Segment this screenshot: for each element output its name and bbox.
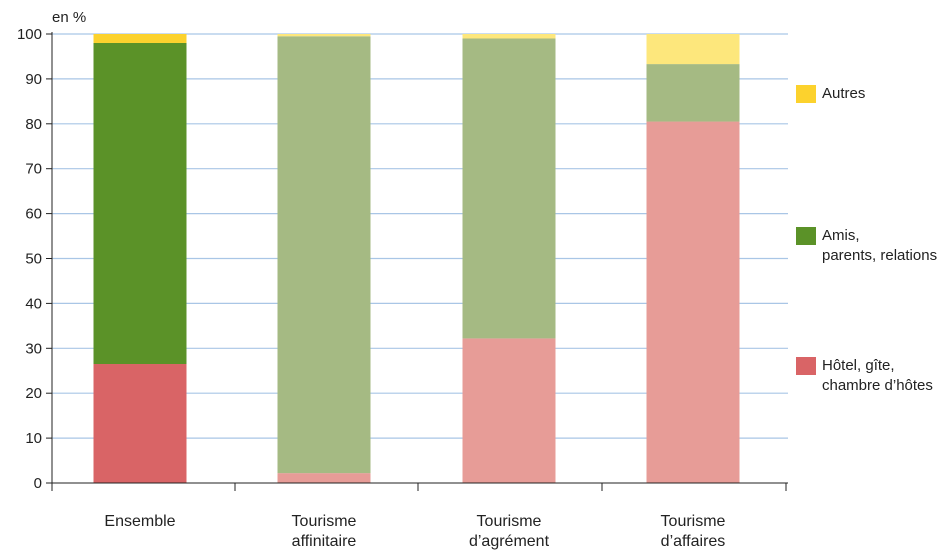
bar-segment (462, 38, 556, 339)
category-label-line: Tourisme (292, 513, 357, 530)
category-label: Tourisme affinitaire (292, 513, 357, 550)
legend-label: Hôtel, gîte, chambre d’hôtes (822, 357, 933, 394)
y-tick-label: 0 (34, 475, 42, 492)
bar-segment (646, 34, 740, 65)
legend-swatch (796, 357, 816, 375)
bar-segment (646, 121, 740, 484)
y-tick-label: 90 (25, 71, 42, 88)
y-tick-labels: 0 10 20 30 40 50 60 70 80 90 100 (17, 26, 42, 492)
category-label-line: affinitaire (292, 533, 357, 550)
legend-label: Autres (822, 85, 865, 102)
legend-label-line: Hôtel, gîte, (822, 357, 895, 374)
bar-segment (646, 64, 740, 122)
legend-label-line: chambre d’hôtes (822, 377, 933, 394)
legend-swatch (796, 227, 816, 245)
category-label: Tourisme d’affaires (661, 513, 726, 550)
axes (46, 32, 788, 491)
category-label-line: Tourisme (661, 513, 726, 530)
y-tick-label: 60 (25, 206, 42, 223)
y-tick-label: 70 (25, 161, 42, 178)
category-label-line: Ensemble (104, 513, 175, 530)
legend-label-line: parents, relations (822, 247, 937, 264)
y-tick-label: 30 (25, 340, 42, 357)
category-label-line: d’affaires (661, 533, 726, 550)
category-labels: Ensemble Tourisme affinitaire Tourisme d’agr… (104, 513, 725, 550)
y-tick-label: 10 (25, 430, 42, 447)
y-tick-label: 20 (25, 385, 42, 402)
y-tick-label: 100 (17, 26, 42, 43)
bar-segment (277, 34, 371, 37)
legend-swatch (796, 85, 816, 103)
bar-segment (93, 34, 187, 43)
y-tick-label: 80 (25, 116, 42, 133)
category-label: Tourisme d’agrément (469, 513, 550, 550)
y-axis-unit-label: en % (52, 9, 86, 26)
legend: Autres Amis, parents, relations Hôtel, gîte… (796, 85, 937, 394)
bar-segment (277, 36, 371, 474)
bar-segment (277, 473, 371, 483)
category-label-line: d’agrément (469, 533, 550, 550)
category-label-line: Tourisme (477, 513, 542, 530)
category-label: Ensemble (104, 513, 175, 530)
bar-segment (462, 338, 556, 483)
legend-label: Amis, parents, relations (822, 227, 937, 264)
bar-segment (93, 42, 187, 365)
legend-label-line: Amis, (822, 227, 860, 244)
bar-segment (93, 364, 187, 483)
bars (93, 34, 740, 484)
y-tick-label: 40 (25, 295, 42, 312)
y-tick-label: 50 (25, 251, 42, 268)
bar-segment (462, 34, 556, 39)
legend-label-line: Autres (822, 85, 865, 102)
